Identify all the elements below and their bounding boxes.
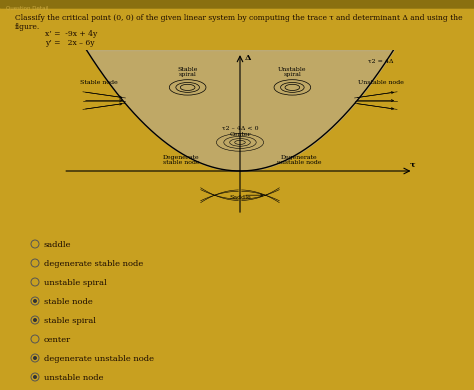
Circle shape xyxy=(31,373,39,381)
Text: Classify the critical point (0, 0) of the given linear system by computing the t: Classify the critical point (0, 0) of th… xyxy=(15,14,463,31)
Text: stable spiral: stable spiral xyxy=(44,317,96,325)
Text: τ: τ xyxy=(410,161,416,169)
Text: τ2 – 4Δ < 0
Center: τ2 – 4Δ < 0 Center xyxy=(222,126,258,137)
Text: Saddle: Saddle xyxy=(229,195,251,200)
Circle shape xyxy=(31,240,39,248)
Text: Degenerate
unstable node: Degenerate unstable node xyxy=(277,154,321,165)
Circle shape xyxy=(31,335,39,343)
FancyBboxPatch shape xyxy=(0,0,474,8)
Text: stable node: stable node xyxy=(44,298,93,306)
Circle shape xyxy=(31,297,39,305)
Circle shape xyxy=(31,316,39,324)
Text: Unstable
spiral: Unstable spiral xyxy=(278,67,307,77)
Circle shape xyxy=(33,318,37,322)
Text: degenerate stable node: degenerate stable node xyxy=(44,260,143,268)
Circle shape xyxy=(33,299,37,303)
Text: unstable spiral: unstable spiral xyxy=(44,279,107,287)
Text: Unstable node: Unstable node xyxy=(358,80,404,85)
Text: saddle: saddle xyxy=(44,241,72,249)
Text: Stable
spiral: Stable spiral xyxy=(177,67,198,77)
Circle shape xyxy=(33,356,37,360)
Text: center: center xyxy=(44,336,71,344)
Text: τ2 = 4Δ: τ2 = 4Δ xyxy=(368,58,393,64)
Circle shape xyxy=(31,259,39,267)
Text: Question Detail: Question Detail xyxy=(6,5,48,10)
Text: degenerate unstable node: degenerate unstable node xyxy=(44,355,154,363)
Text: Δ: Δ xyxy=(245,54,251,62)
Circle shape xyxy=(31,278,39,286)
Text: y’ =   2x – 6y: y’ = 2x – 6y xyxy=(45,39,94,47)
Circle shape xyxy=(31,354,39,362)
Text: Degenerate
stable node: Degenerate stable node xyxy=(163,154,200,165)
Text: x’ =  -9x + 4y: x’ = -9x + 4y xyxy=(45,30,97,38)
Text: unstable node: unstable node xyxy=(44,374,103,382)
Text: Stable node: Stable node xyxy=(81,80,118,85)
Circle shape xyxy=(33,375,37,379)
